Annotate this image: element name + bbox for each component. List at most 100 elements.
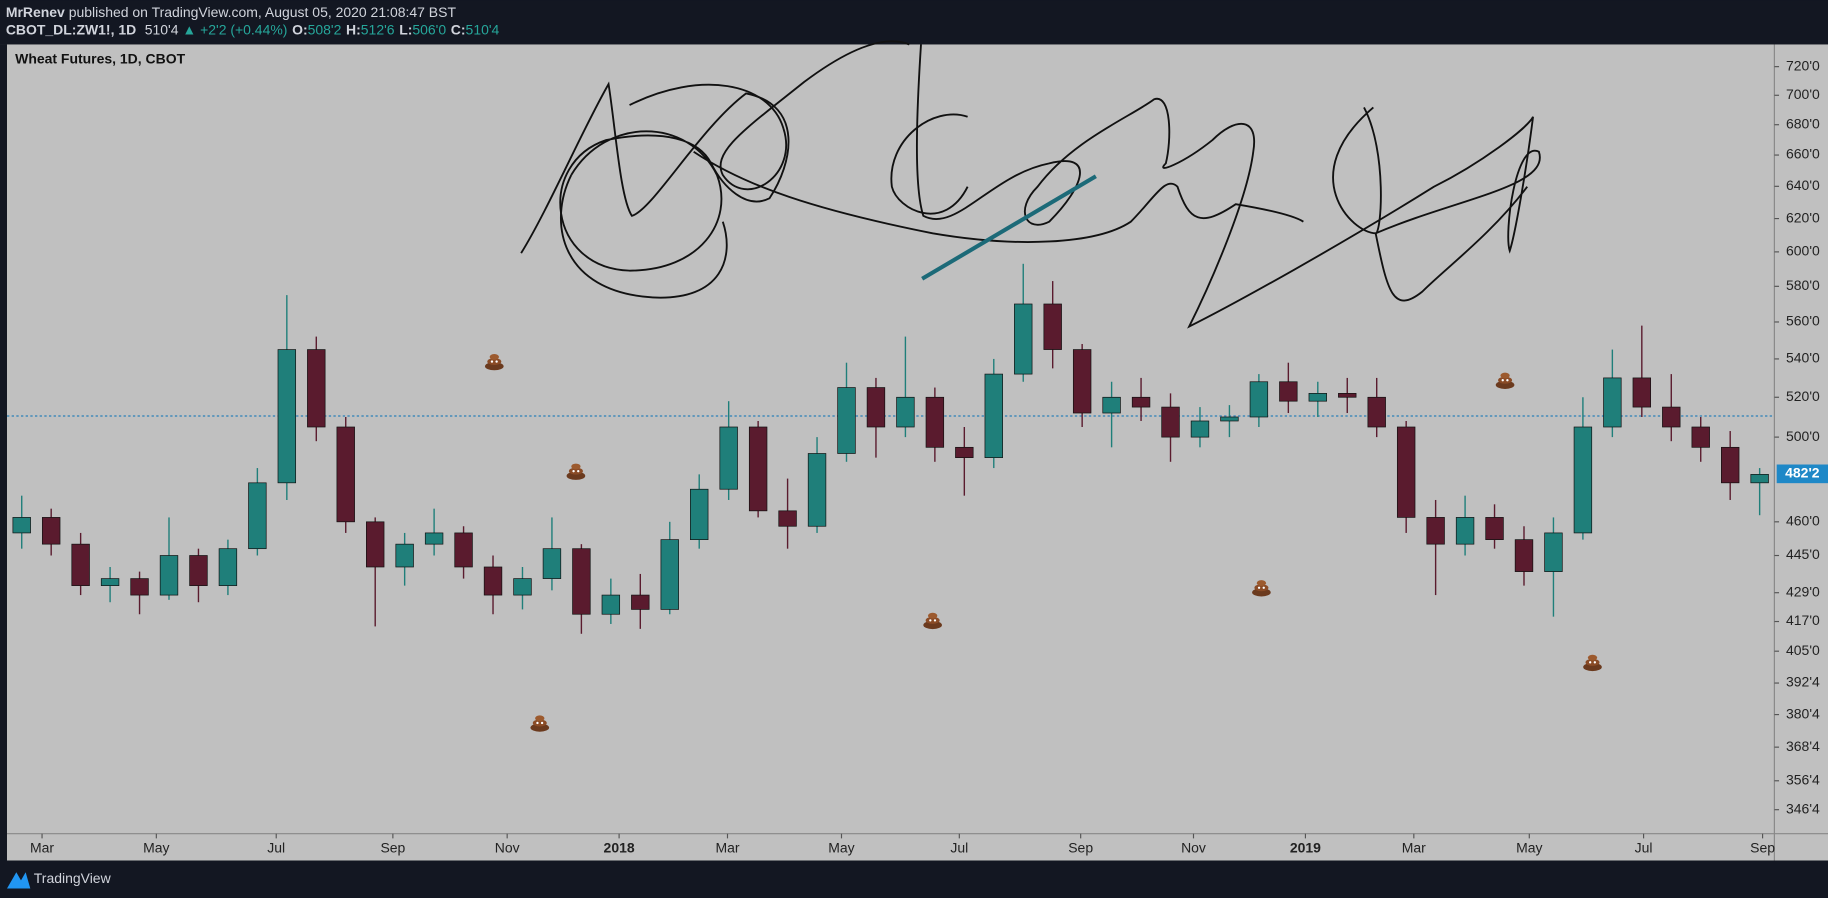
candle-body (955, 446, 974, 458)
candle-body (807, 453, 827, 527)
y-tick-label: 700'0 (1786, 86, 1820, 102)
x-tick-label: Nov (1181, 840, 1206, 856)
candle-body (71, 543, 90, 586)
x-tick-label: Jul (950, 840, 968, 856)
y-tick-label: 356'4 (1786, 771, 1820, 787)
candle-body (1721, 446, 1740, 484)
candle-body (1338, 393, 1357, 398)
candle-body (1603, 377, 1622, 428)
candle-body (866, 387, 886, 428)
ohlc-label: O: (292, 21, 308, 37)
symbol-line: CBOT_DL:ZW1!, 1D 510'4 ▲ +2'2 (+0.44%) O:… (6, 21, 500, 37)
candle-body (218, 548, 238, 586)
left-edge (0, 44, 7, 861)
candle-body (542, 548, 562, 579)
ohlc-value: 510'4 (466, 21, 500, 37)
y-tick-label: 380'4 (1786, 705, 1820, 721)
candle-body (395, 543, 414, 568)
x-tick-label: 2019 (1290, 840, 1321, 856)
candle-body (1632, 377, 1652, 408)
x-tick-label: Mar (715, 840, 739, 856)
candle-body (307, 349, 326, 428)
candle-body (41, 517, 61, 545)
plot (6, 263, 1775, 634)
x-tick-label: Sep (380, 840, 405, 856)
scribble (520, 81, 790, 272)
last-price: 510'4 (145, 21, 179, 37)
change: ▲ +2'2 (+0.44%) (182, 21, 287, 37)
drawings (484, 40, 1602, 732)
candle-body (660, 539, 679, 610)
y-tick-label: 392'4 (1786, 674, 1820, 690)
ohlc-label: L: (399, 21, 412, 37)
y-tick-label: 720'0 (1786, 57, 1820, 73)
candle-body (984, 373, 1003, 458)
ohlc-label: C: (451, 21, 466, 37)
chart-area (0, 44, 1828, 861)
candle-body (1220, 416, 1239, 422)
candle-body (690, 488, 709, 540)
ohlc-label: H: (346, 21, 361, 37)
scribble (560, 174, 728, 299)
y-tick-label: 405'0 (1786, 642, 1820, 658)
candle-body (1043, 303, 1062, 350)
x-tick-label: Nov (495, 840, 520, 856)
author[interactable]: MrRenev (6, 4, 65, 20)
candle-body (1691, 426, 1710, 448)
candle-body (1279, 381, 1298, 402)
candle-body (1249, 381, 1269, 418)
candle-body (1426, 517, 1445, 545)
y-tick-label: 429'0 (1786, 583, 1820, 599)
scribble (1332, 106, 1382, 235)
candle-body (572, 548, 591, 615)
y-tick-label: 540'0 (1786, 350, 1820, 366)
x-tick-label: Sep (1068, 840, 1093, 856)
y-tick-label: 445'0 (1786, 546, 1820, 562)
candle-body (1308, 393, 1327, 402)
candle-body (778, 510, 797, 527)
x-tick-label: 2018 (604, 840, 635, 856)
trend-line (921, 174, 1097, 281)
candle-body (336, 426, 355, 523)
scribble (693, 150, 1304, 243)
candle-body (1455, 517, 1475, 545)
candle-body (1485, 517, 1504, 540)
footer (0, 860, 1828, 898)
ohlc-value: 512'6 (361, 21, 395, 37)
candle-body (601, 594, 621, 615)
y-tick-label: 560'0 (1786, 313, 1820, 329)
candle-body (748, 426, 768, 512)
candle-body (1514, 539, 1534, 572)
candle-body (189, 555, 208, 586)
scribble (629, 40, 910, 191)
brand[interactable]: TradingView (34, 870, 112, 886)
ohlc: O:508'2 H:512'6 L:506'0 C:510'4 (292, 21, 499, 37)
candle-body (896, 396, 915, 428)
x-tick-label: May (143, 840, 169, 856)
y-tick-label: 417'0 (1786, 612, 1820, 628)
candle-body (1573, 426, 1593, 534)
x-tick-label: Jul (267, 840, 285, 856)
candle-body (1102, 396, 1121, 414)
candle-body (100, 578, 120, 586)
y-tick-label: 368'4 (1786, 738, 1820, 754)
published: published on TradingView.com, August 05,… (69, 4, 457, 20)
scribble (915, 44, 1541, 329)
y-tick-label: 520'0 (1786, 388, 1820, 404)
candle-body (277, 349, 297, 484)
candle-body (159, 555, 179, 596)
chart-title: Wheat Futures, 1D, CBOT (15, 50, 185, 66)
candle-body (1072, 349, 1092, 414)
top-bar (0, 0, 1828, 45)
x-tick-label: Jul (1635, 840, 1653, 856)
y-tick-label: 500'0 (1786, 428, 1820, 444)
x-tick-label: May (1516, 840, 1542, 856)
candle-body (248, 482, 267, 550)
candle-body (130, 578, 149, 596)
y-tick-label: 620'0 (1786, 209, 1820, 225)
price-label-box (1776, 464, 1828, 484)
y-tick-label: 660'0 (1786, 146, 1820, 162)
ohlc-value: 506'0 (412, 21, 446, 37)
publish-line: MrRenev published on TradingView.com, Au… (6, 4, 457, 20)
